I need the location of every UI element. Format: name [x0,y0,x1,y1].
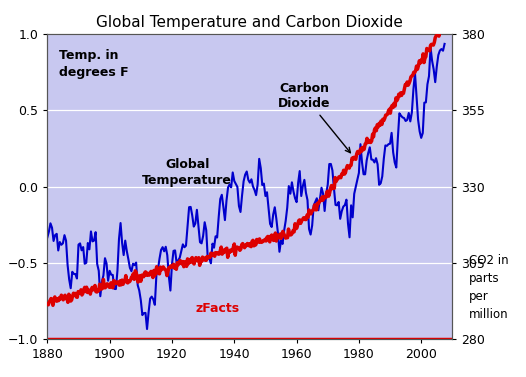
Text: Temp. in
degrees F: Temp. in degrees F [59,49,129,79]
Text: Carbon
Dioxide: Carbon Dioxide [278,82,350,153]
Text: Global
Temperature: Global Temperature [142,158,232,187]
Text: zFacts: zFacts [195,302,239,315]
Title: Global Temperature and Carbon Dioxide: Global Temperature and Carbon Dioxide [96,15,403,30]
Text: CO2 in
parts
per
million: CO2 in parts per million [469,254,508,321]
